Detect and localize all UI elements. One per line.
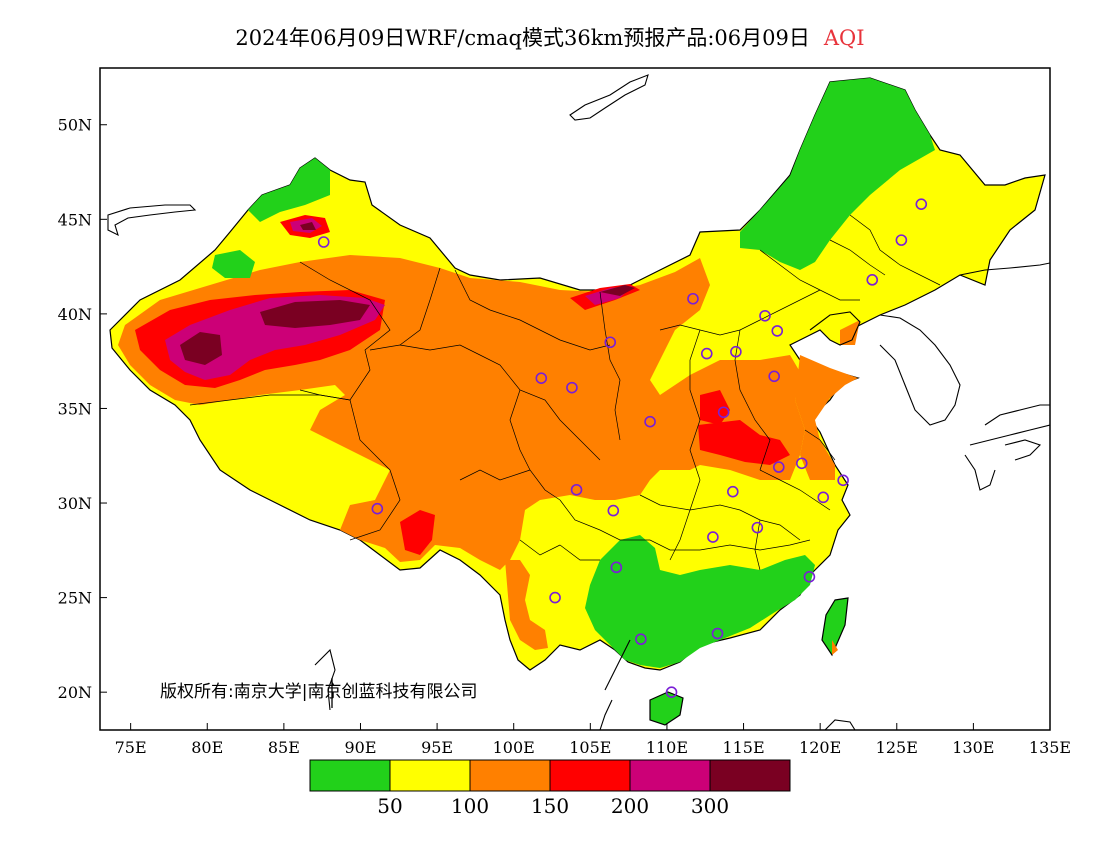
- station-marker: [317, 236, 330, 248]
- x-tick-label: 120E: [799, 738, 841, 757]
- station-marker: [566, 381, 578, 394]
- station-marker: [687, 292, 699, 305]
- station-marker: [535, 372, 548, 384]
- colorbar-swatch: [629, 759, 711, 792]
- station-marker: [866, 274, 879, 286]
- x-tick-label: 125E: [876, 738, 918, 757]
- colorbar-swatch: [549, 759, 631, 792]
- station-marker: [711, 627, 724, 640]
- station-marker: [895, 234, 908, 246]
- colorbar-swatch: [709, 759, 791, 792]
- province-boundaries: [189, 214, 941, 571]
- maroon-zone-dzungaria: [300, 222, 316, 230]
- orange-zone-south: [505, 560, 548, 650]
- station-marker: [771, 325, 784, 337]
- title-main-text: 2024年06月09日WRF/cmaq模式36km预报产品:06月09日: [235, 26, 810, 50]
- station-marker: [371, 502, 384, 515]
- y-tick-label: 25N: [58, 589, 92, 608]
- station-marker: [604, 336, 617, 349]
- orange-zone-northeast-inner: [840, 320, 860, 345]
- maroon-zone-west-tarim: [180, 332, 222, 365]
- x-tick-label: 75E: [115, 738, 147, 757]
- map-layers: [107, 74, 1050, 730]
- green-zone-northeast: [740, 78, 935, 270]
- colorbar-label: 100: [451, 794, 489, 818]
- station-marker: [730, 345, 742, 358]
- station-marker: [644, 415, 656, 428]
- station-marker: [570, 483, 583, 496]
- station-marker: [837, 474, 849, 487]
- x-tick-label: 130E: [952, 738, 994, 757]
- x-tick-label: 85E: [268, 738, 300, 757]
- x-tick-label: 100E: [493, 738, 535, 757]
- station-marker: [549, 591, 561, 604]
- station-marker: [607, 504, 620, 517]
- y-tick-label: 45N: [58, 210, 92, 229]
- station-marker: [610, 561, 623, 574]
- copyright-text: 版权所有:南京大学|南京创蓝科技有限公司: [160, 682, 477, 702]
- colorbar-label: 300: [691, 794, 729, 818]
- y-tick-label: 30N: [58, 494, 92, 513]
- station-marker: [759, 309, 771, 322]
- station-marker: [772, 461, 785, 473]
- station-marker: [665, 686, 678, 698]
- red-zone-north-china: [700, 390, 730, 425]
- colorbar-label: 50: [377, 794, 402, 818]
- title-variable-text: AQI: [823, 26, 865, 50]
- station-marker: [635, 633, 647, 646]
- colorbar-swatch: [469, 759, 551, 792]
- aqi-colorbar: 50 100 150 200 300: [309, 759, 791, 818]
- maroon-zone-inner-mongolia: [600, 285, 635, 296]
- x-tick-label: 90E: [344, 738, 376, 757]
- red-zone-central-plain: [698, 420, 790, 465]
- x-axis: 75E 80E 85E 90E 95E 100E 105E 110E 115E 120E 125E 1…: [115, 723, 1071, 757]
- green-zone-xinjiang-north: [248, 158, 330, 222]
- red-zone-tibet-south: [400, 510, 435, 555]
- maroon-zone-central-tarim: [260, 300, 370, 328]
- station-marker: [727, 485, 739, 498]
- neighbor-coastlines: [107, 74, 1050, 730]
- hainan-island: [649, 691, 684, 726]
- station-marker: [751, 521, 764, 534]
- x-tick-label: 110E: [646, 738, 688, 757]
- station-marker: [915, 198, 928, 210]
- plot-frame: [99, 67, 1051, 731]
- y-tick-label: 20N: [58, 683, 92, 702]
- orange-zone-east: [795, 355, 858, 480]
- green-zone-ili: [212, 250, 255, 278]
- y-tick-label: 35N: [58, 399, 92, 418]
- colorbar-swatch: [389, 759, 471, 792]
- colorbar-label: 200: [611, 794, 649, 818]
- x-tick-label: 105E: [569, 738, 611, 757]
- station-marker: [700, 347, 713, 360]
- station-markers: [317, 198, 928, 698]
- station-marker: [803, 570, 816, 583]
- station-marker: [768, 370, 780, 383]
- colorbar-swatch: [309, 759, 391, 792]
- x-tick-label: 135E: [1029, 738, 1071, 757]
- station-marker: [795, 457, 808, 470]
- station-marker: [817, 491, 830, 504]
- x-tick-label: 95E: [421, 738, 453, 757]
- taiwan-south-orange: [832, 640, 838, 655]
- y-tick-label: 40N: [58, 305, 92, 324]
- y-axis: 20N 25N 30N 35N 40N 45N 50N: [58, 116, 107, 702]
- y-tick-label: 50N: [58, 116, 92, 135]
- station-marker: [717, 406, 730, 419]
- x-tick-label: 80E: [191, 738, 223, 757]
- station-marker: [707, 531, 719, 543]
- x-tick-label: 115E: [722, 738, 764, 757]
- colorbar-label: 150: [531, 794, 569, 818]
- map-title: 2024年06月09日WRF/cmaq模式36km预报产品:06月09日 AQI: [0, 22, 1100, 52]
